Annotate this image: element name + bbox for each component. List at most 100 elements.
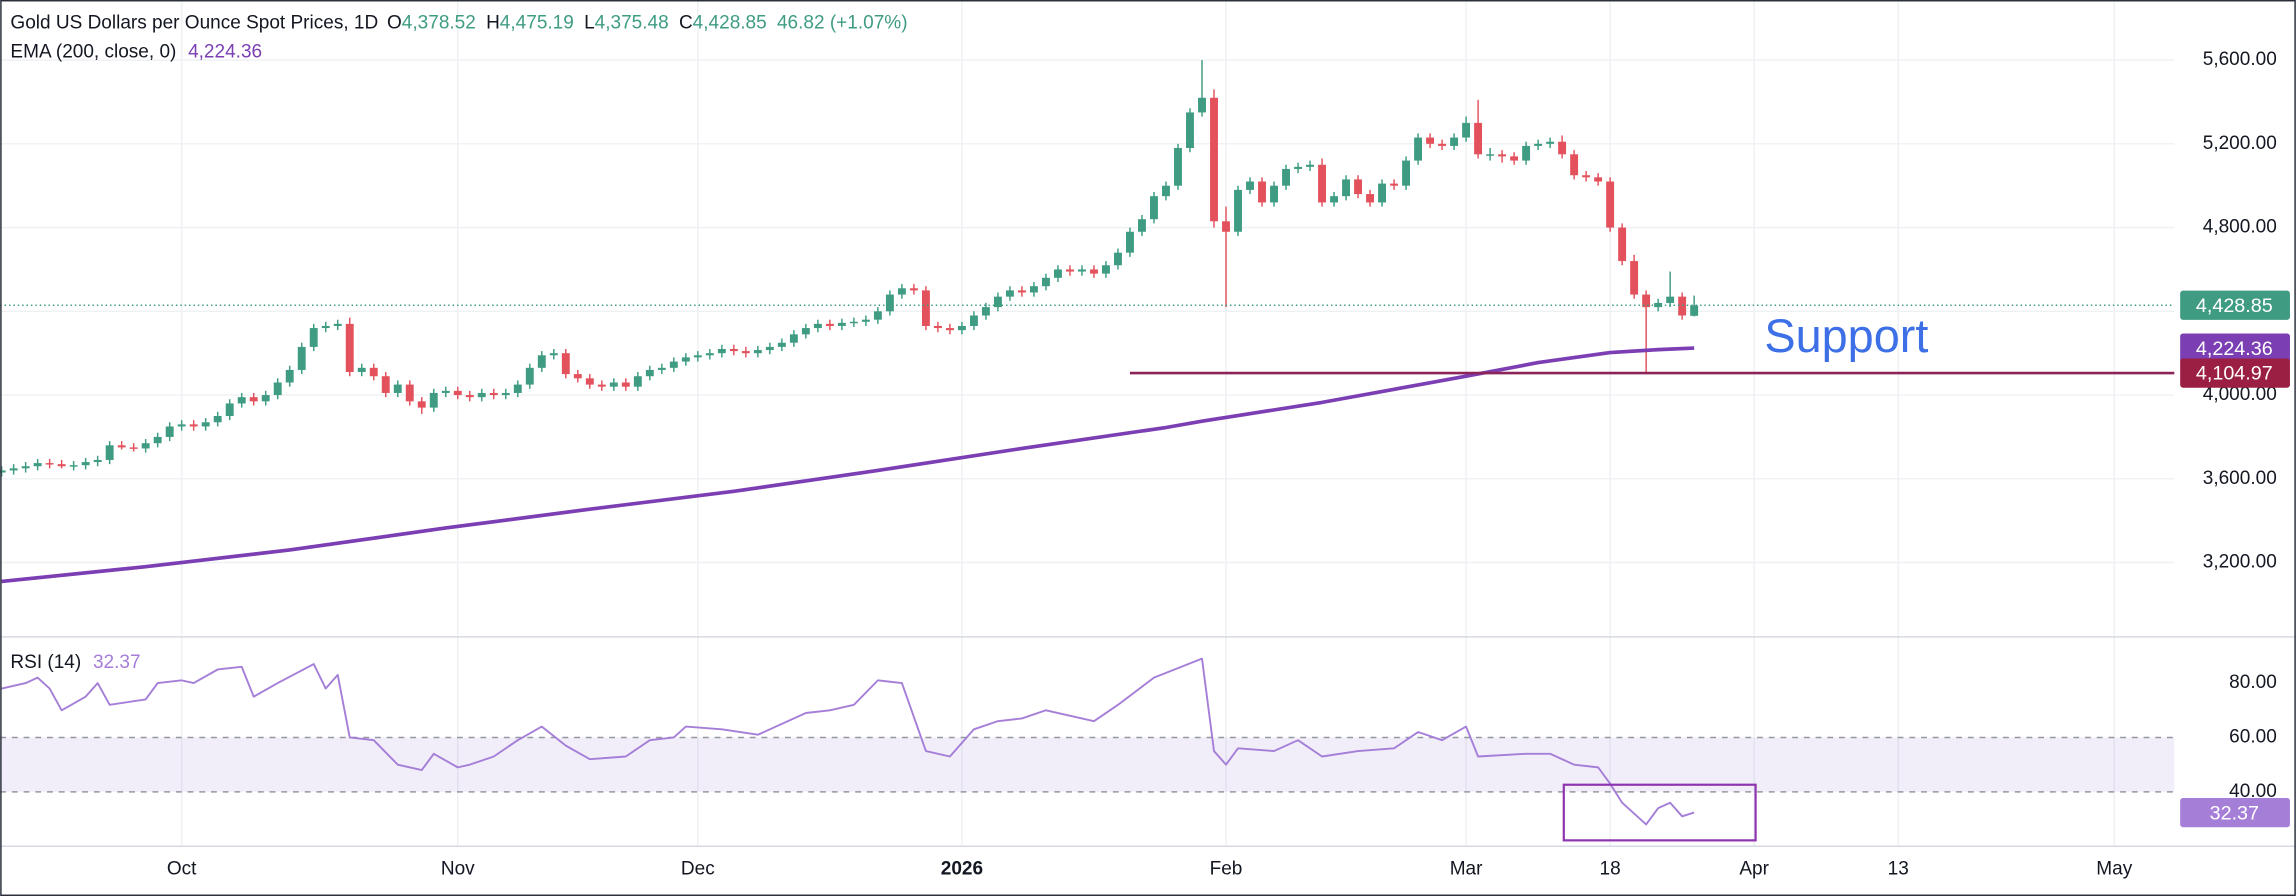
candle-body <box>849 321 858 324</box>
candle-body <box>141 443 150 449</box>
candle-body <box>1510 156 1519 161</box>
candle-body <box>1414 137 1423 161</box>
candle-body <box>1606 181 1615 228</box>
candle-body <box>1462 122 1471 138</box>
candle-body <box>789 334 798 343</box>
candle-body <box>297 346 306 370</box>
candle-body <box>9 468 18 471</box>
candle-body <box>1222 221 1230 232</box>
candle-body <box>1630 261 1639 295</box>
candle-body <box>1354 179 1362 195</box>
last-price-tag: 4,428.85 <box>2196 295 2273 317</box>
y-tick-label: 3,200.00 <box>2203 552 2277 573</box>
candle-body <box>465 395 474 398</box>
candle-body <box>885 294 894 312</box>
chart-legend: Gold US Dollars per Ounce Spot Prices, 1… <box>10 12 907 33</box>
ohlc-value: 4,475.19 <box>500 12 574 33</box>
rsi-tick-label: 80.00 <box>2229 672 2277 693</box>
candle-body <box>1294 166 1302 169</box>
change-value: 46.82 (+1.07%) <box>777 12 908 33</box>
candle-body <box>1174 148 1182 186</box>
ohlc-key: O <box>387 12 402 33</box>
candle-body <box>669 361 678 368</box>
ema-name: EMA (200, close, 0) <box>10 42 176 63</box>
candle-body <box>1666 296 1675 303</box>
candle-body <box>1246 181 1254 190</box>
candle-body <box>717 348 726 354</box>
candle-body <box>225 403 234 416</box>
candle-body <box>285 369 294 383</box>
candle-body <box>201 422 210 427</box>
candle-body <box>981 307 990 316</box>
candle-body <box>477 392 486 398</box>
rsi-band <box>0 737 2175 792</box>
support-tag: 4,104.97 <box>2196 363 2273 385</box>
candle-body <box>837 322 846 326</box>
candle-body <box>177 424 186 427</box>
candle-body <box>489 392 498 396</box>
mark-layer <box>0 60 2175 826</box>
highlight-box <box>1562 783 1757 842</box>
candle-body <box>1690 305 1699 316</box>
candle-body <box>729 348 738 352</box>
candle-body <box>501 392 510 396</box>
rsi-tick-label: 40.00 <box>2229 781 2277 802</box>
candle-body <box>1330 196 1338 203</box>
candle-body <box>261 395 270 402</box>
x-tick-label: Dec <box>681 859 715 880</box>
candle-body <box>777 342 786 347</box>
candle-body <box>1198 97 1206 113</box>
candle-body <box>645 369 654 377</box>
candle-body <box>417 401 426 408</box>
candle-body <box>357 367 366 373</box>
ohlc-value: 4,378.52 <box>402 12 476 33</box>
candle-body <box>105 445 114 460</box>
candle-body <box>237 397 246 404</box>
candle-body <box>861 319 870 322</box>
y-tick-label: 5,600.00 <box>2203 49 2277 70</box>
candle-body <box>933 325 942 329</box>
candle-body <box>969 315 978 326</box>
candle-body <box>321 325 330 329</box>
candle-body <box>1162 185 1170 197</box>
x-tick-label: 2026 <box>941 859 983 880</box>
candle-body <box>1402 160 1411 186</box>
candle-body <box>1558 141 1567 155</box>
candle-body <box>1522 145 1531 161</box>
candle-body <box>153 436 162 444</box>
candle-body <box>957 325 966 331</box>
candle-body <box>1258 181 1266 203</box>
x-tick-label: 18 <box>1600 859 1621 880</box>
support-label: Support <box>1764 310 1928 362</box>
candle-body <box>693 355 702 358</box>
candle-body <box>1053 269 1062 278</box>
candle-body <box>825 323 834 326</box>
candle-body <box>249 397 258 402</box>
candle-body <box>573 374 582 379</box>
candle-body <box>549 353 558 356</box>
candle-body <box>1594 177 1603 182</box>
candle-body <box>1102 265 1110 274</box>
y-tick-label: 3,600.00 <box>2203 468 2277 489</box>
candle-body <box>1210 97 1218 222</box>
candle-body <box>1138 219 1146 232</box>
ohlc-value: 4,428.85 <box>693 12 767 33</box>
candle-body <box>1390 183 1399 186</box>
candle-body <box>213 415 222 423</box>
candle-body <box>393 384 402 393</box>
candle-body <box>309 328 318 347</box>
x-tick-label: Apr <box>1739 859 1769 880</box>
candle-body <box>621 382 630 387</box>
candle-body <box>405 384 414 402</box>
candle-body <box>873 311 882 320</box>
label-layer: Oct Nov Dec 2026 Feb Mar 18 Apr 13 May 3,200.00 3,6… <box>10 12 2290 880</box>
candle-body <box>345 323 354 373</box>
candle-body <box>513 384 522 393</box>
candle-body <box>1017 290 1026 293</box>
candle-body <box>45 463 54 465</box>
candle-body <box>1450 137 1459 146</box>
candle-body <box>1546 141 1555 144</box>
ema-tag-bg <box>2180 333 2290 363</box>
candle-body <box>21 466 30 469</box>
